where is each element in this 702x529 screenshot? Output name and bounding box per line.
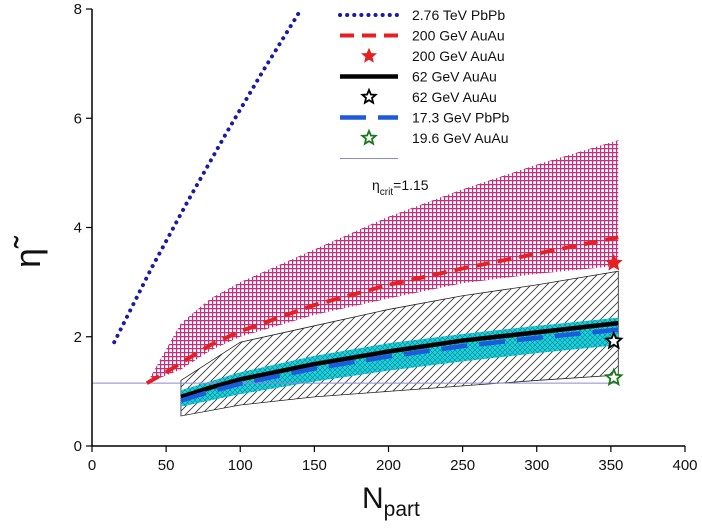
y-tick-label-3: 4 xyxy=(74,220,82,237)
series-line-3 xyxy=(180,320,619,399)
series-line-4 xyxy=(180,327,619,403)
legend-label-1: 2.76 TeV PbPb xyxy=(412,7,505,23)
x-tick-label-5: 200 xyxy=(376,457,401,474)
legend-label-7: 19.6 GeV AuAu xyxy=(412,130,509,146)
y-axis-title: η̃ xyxy=(7,235,48,268)
data-point-3 xyxy=(603,367,624,387)
legend-marker-5 xyxy=(360,87,378,105)
x-axis-title-sub: part xyxy=(384,498,420,521)
y-tick-label-1: 0 xyxy=(74,438,82,455)
x-tick-label-2: 50 xyxy=(158,457,175,474)
x-tick-label-9: 400 xyxy=(672,457,697,474)
x-tick-label-1: 0 xyxy=(88,457,96,474)
x-tick-label-6: 250 xyxy=(450,457,475,474)
data-point-1 xyxy=(604,253,623,271)
legend-label-6: 17.3 GeV PbPb xyxy=(412,110,510,126)
critical-label-main: η xyxy=(372,177,380,193)
x-tick-label-3: 100 xyxy=(228,457,253,474)
critical-label-value: =1.15 xyxy=(393,177,429,193)
legend-label-3: 200 GeV AuAu xyxy=(412,48,505,64)
x-tick-label-8: 350 xyxy=(598,457,623,474)
x-ticks: 0 50 100 150 200 250 300 350 400 xyxy=(88,446,698,474)
y-ticks: 0 2 4 6 8 xyxy=(74,1,92,455)
series-layer xyxy=(112,9,619,403)
series-line-1 xyxy=(112,9,302,345)
bands-layer xyxy=(146,140,619,417)
x-tick-label-4: 150 xyxy=(302,457,327,474)
y-tick-label-2: 2 xyxy=(74,329,82,346)
y-tick-label-4: 6 xyxy=(74,110,82,127)
band-3 xyxy=(180,317,619,407)
series-line-2 xyxy=(145,235,619,385)
legend-marker-3 xyxy=(361,47,377,63)
x-tick-label-7: 300 xyxy=(524,457,549,474)
legend: 2.76 TeV PbPb 200 GeV AuAu 200 GeV AuAu 62 … xyxy=(338,7,510,159)
legend-label-2: 200 GeV AuAu xyxy=(412,28,505,44)
critical-value-label: ηcrit=1.15 xyxy=(372,177,429,198)
points-layer xyxy=(603,253,624,387)
y-tick-label-5: 8 xyxy=(74,1,82,18)
legend-marker-7 xyxy=(360,128,378,146)
critical-label-sub: crit xyxy=(380,187,394,198)
legend-label-4: 62 GeV AuAu xyxy=(412,69,497,85)
legend-label-5: 62 GeV AuAu xyxy=(412,89,497,105)
x-axis-title: Npart xyxy=(362,482,420,521)
x-axis-title-main: N xyxy=(362,482,384,515)
data-point-2 xyxy=(603,330,624,350)
